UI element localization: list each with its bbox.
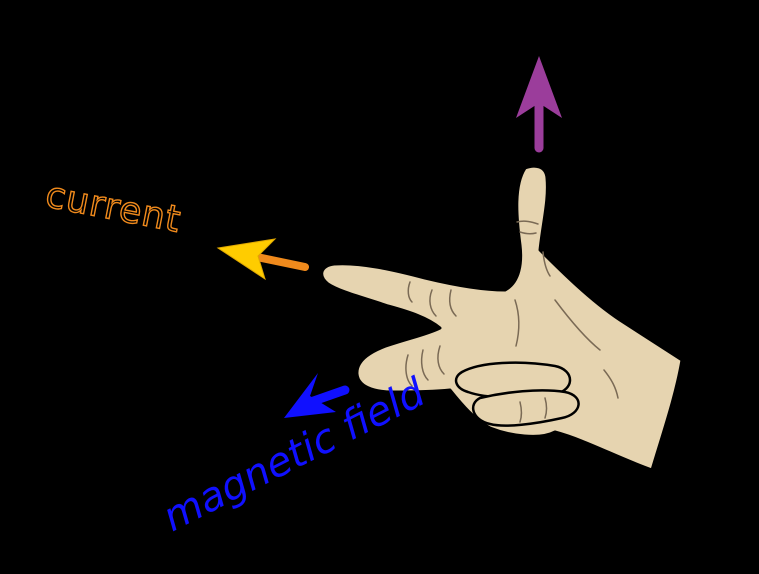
current-arrow	[216, 238, 309, 281]
force-arrowhead	[516, 56, 562, 118]
magnetic-field-arrowhead	[284, 373, 336, 418]
magnetic-field-arrow	[284, 373, 350, 418]
current-arrow-shaft	[248, 252, 309, 271]
force-arrow	[516, 56, 562, 153]
hand-creases	[405, 220, 619, 423]
current-arrowhead	[216, 238, 277, 281]
hand	[320, 164, 684, 472]
curled-finger-2	[471, 389, 580, 427]
hand-shape	[320, 164, 684, 472]
